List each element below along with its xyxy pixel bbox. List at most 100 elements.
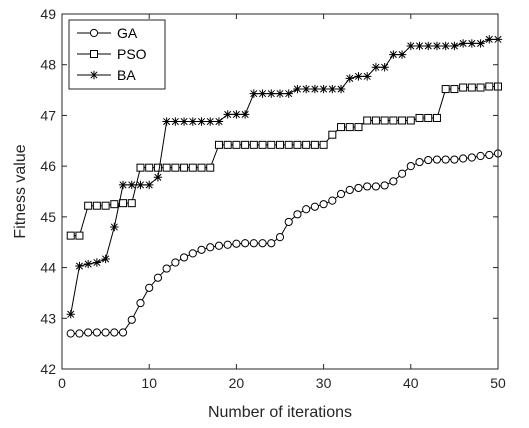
legend: GA PSO BA (68, 19, 166, 90)
data-point-ba (406, 41, 415, 51)
data-point-ga (415, 157, 424, 167)
data-point-ga (284, 217, 293, 227)
plot-area-frame (61, 13, 499, 370)
data-point-ba (415, 41, 424, 51)
data-point-ga (249, 239, 258, 248)
data-point-pso (485, 82, 494, 91)
data-point-pso (354, 123, 363, 132)
data-point-pso (267, 140, 276, 149)
data-point-ga (136, 298, 145, 308)
legend-label-ba: BA (117, 67, 136, 83)
data-point-ba (424, 41, 433, 51)
data-point-ba (328, 84, 337, 94)
x-tick-label: 40 (403, 375, 419, 391)
data-point-ga (110, 328, 119, 337)
data-point-ba (293, 84, 302, 94)
axes-layer: 0 10 20 30 40 50 42 43 44 45 46 47 48 49 (40, 6, 506, 391)
data-point-ga (389, 177, 398, 186)
data-point-pso (197, 163, 206, 172)
data-point-ba (197, 117, 206, 126)
data-point-ga (214, 241, 224, 250)
data-point-ba (397, 50, 407, 59)
data-point-ba (232, 110, 241, 119)
data-point-ba (267, 89, 276, 98)
data-point-pso (319, 140, 328, 149)
data-point-ga (371, 182, 381, 191)
data-point-pso (276, 140, 284, 149)
data-point-pso (75, 231, 84, 240)
data-point-ga (424, 155, 433, 165)
data-point-ga (397, 169, 407, 178)
data-point-pso (101, 201, 110, 210)
data-point-ga (84, 328, 93, 337)
data-point-ba (171, 117, 180, 126)
data-point-ba (432, 41, 442, 51)
data-point-ba (127, 180, 136, 190)
data-point-pso (293, 140, 302, 149)
data-point-ga (127, 315, 136, 324)
data-point-ba (92, 258, 102, 267)
data-point-ga (153, 273, 163, 282)
data-point-pso (441, 85, 450, 94)
data-point-ba (240, 110, 250, 119)
data-point-pso (380, 116, 389, 125)
data-point-ga (258, 239, 267, 248)
data-point-ga (75, 329, 84, 338)
x-axis-label: Number of iterations (208, 404, 352, 421)
data-point-ga (293, 210, 302, 219)
data-point-ga (92, 328, 101, 337)
data-point-ga (241, 239, 250, 248)
legend-marker-ba (89, 70, 99, 80)
x-tick-label: 10 (141, 375, 157, 391)
legend-marker-pso (90, 50, 98, 58)
data-point-ba (162, 117, 171, 126)
y-tick-label: 42 (40, 361, 56, 377)
data-point-ba (110, 222, 119, 232)
y-tick-label: 48 (40, 57, 56, 73)
data-point-ga (476, 151, 485, 161)
data-point-pso (424, 113, 433, 122)
data-point-ba (450, 41, 459, 51)
y-tick-label: 44 (40, 260, 56, 276)
data-point-pso (223, 140, 232, 149)
data-point-ba (101, 254, 110, 264)
data-point-pso (145, 163, 154, 172)
data-point-ba (380, 63, 389, 72)
data-point-ba (458, 39, 468, 48)
data-point-pso (310, 140, 319, 149)
data-point-ba (363, 72, 372, 81)
y-tick-label: 47 (40, 107, 56, 123)
data-point-ga (467, 153, 476, 162)
data-point-pso (258, 140, 267, 149)
data-point-ga (232, 239, 241, 248)
data-point-ba (223, 110, 232, 119)
data-point-ga (145, 283, 154, 292)
data-point-pso (66, 231, 75, 240)
y-tick-label: 45 (40, 209, 56, 225)
data-point-ga (380, 181, 389, 190)
data-point-pso (459, 83, 468, 92)
data-point-pso (328, 130, 337, 139)
x-tick-label: 0 (58, 375, 66, 391)
data-point-pso (284, 140, 293, 149)
data-point-ba (75, 261, 84, 271)
data-point-ba (284, 89, 293, 98)
y-tick-label: 46 (40, 158, 56, 174)
data-point-ga (101, 328, 110, 337)
data-point-ga (197, 245, 206, 254)
data-point-pso (171, 163, 180, 172)
data-point-ga (66, 329, 75, 338)
data-point-ba (319, 84, 328, 94)
data-point-ga (162, 264, 171, 273)
data-point-pso (467, 83, 476, 92)
data-point-ga (459, 154, 468, 163)
data-point-ba (66, 310, 75, 319)
series-ba (66, 35, 503, 319)
data-point-ga (406, 162, 415, 171)
data-point-pso (476, 83, 485, 92)
y-axis-label: Fitness value (12, 144, 29, 238)
data-point-ga (171, 258, 180, 267)
data-point-ba (441, 41, 450, 51)
data-point-pso (406, 116, 415, 125)
data-point-ba (301, 84, 311, 94)
